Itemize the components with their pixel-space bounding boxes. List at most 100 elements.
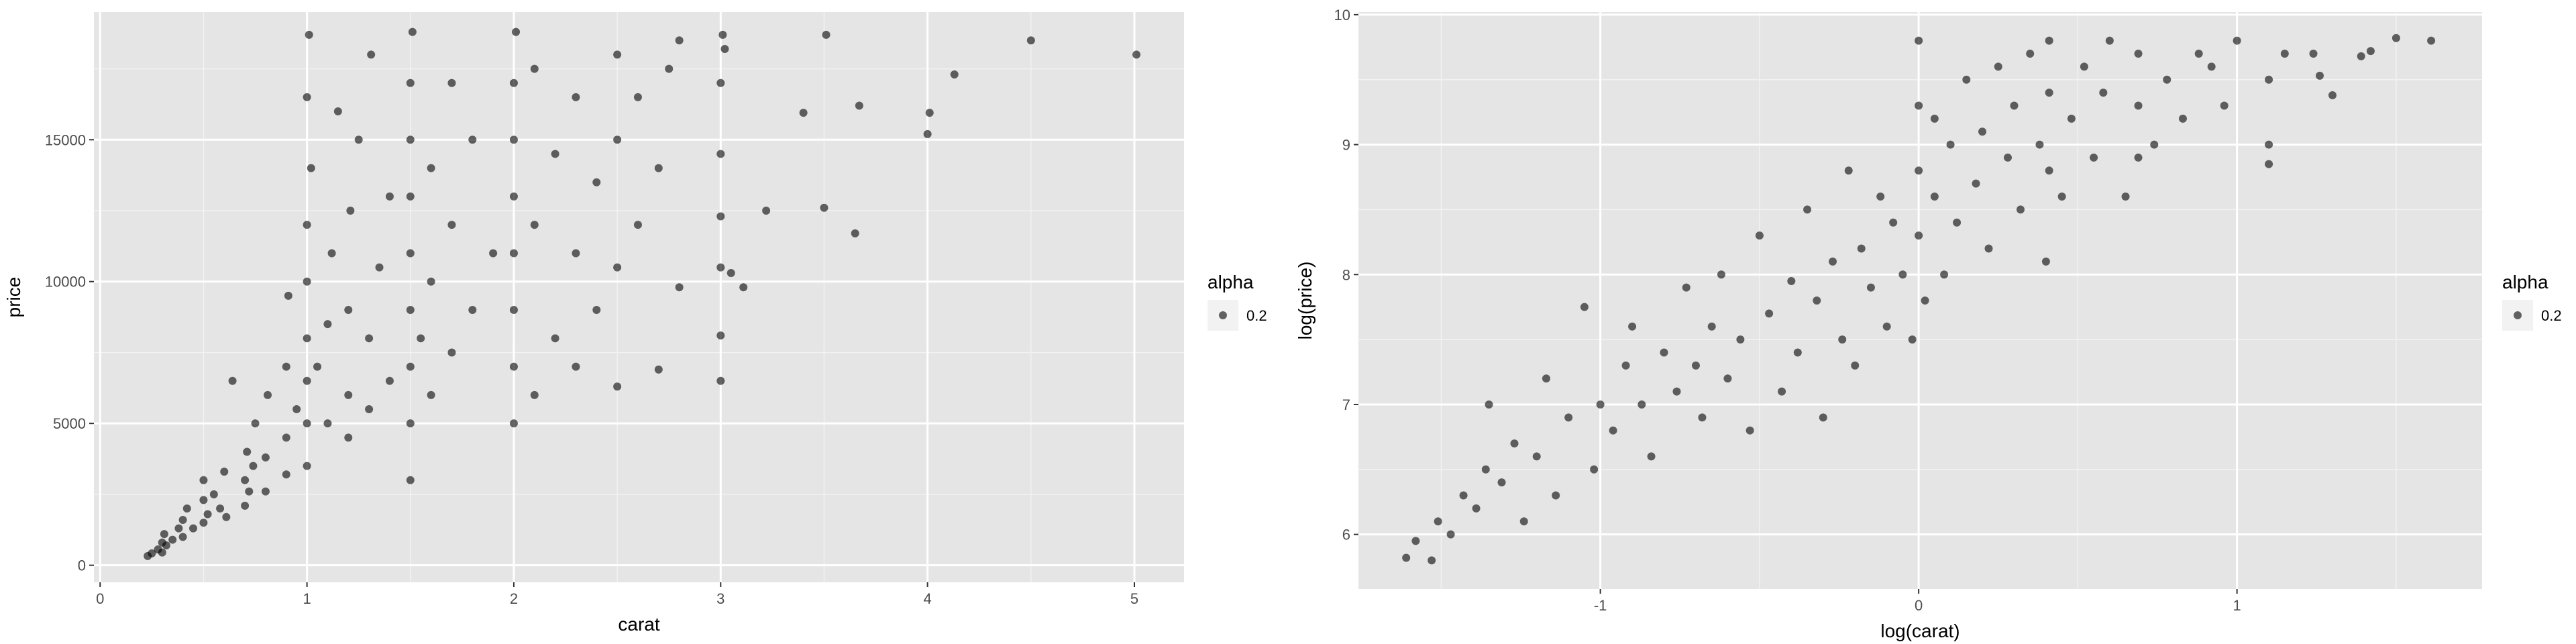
x-tick-label: 0 (96, 590, 104, 607)
data-point (1446, 530, 1455, 539)
data-point (551, 334, 559, 343)
data-point (1787, 276, 1796, 285)
data-point (1552, 491, 1560, 500)
data-point (406, 78, 415, 87)
x-tick-label: -1 (1594, 597, 1607, 614)
data-point (1402, 553, 1411, 562)
y-tick-label: 5000 (53, 415, 86, 432)
data-point (1915, 101, 1923, 110)
y-tick-label: 9 (1342, 137, 1350, 154)
data-point (406, 136, 415, 144)
data-point (2121, 193, 2130, 201)
data-point (1940, 270, 1949, 279)
data-point (385, 192, 394, 201)
data-point (1609, 426, 1617, 435)
data-point (2003, 153, 2012, 162)
data-point (264, 390, 272, 399)
data-point (1132, 50, 1141, 59)
legend-key-point (1219, 311, 1227, 319)
data-point (675, 283, 684, 292)
data-point (1497, 478, 1506, 487)
data-point (716, 78, 725, 87)
data-point (572, 362, 580, 371)
chart-1: 0 1 2 3 4 5 0 5000 10000 15000 carat price alpha 0.2 (3, 12, 1267, 635)
data-point (199, 476, 208, 484)
data-point (665, 64, 674, 73)
data-point (303, 419, 311, 428)
data-point (216, 504, 225, 513)
data-point (2309, 49, 2318, 58)
data-point (1428, 556, 1436, 565)
legend-label: 0.2 (2541, 307, 2562, 324)
data-point (1510, 439, 1519, 448)
data-point (2178, 114, 2187, 123)
data-point (178, 533, 187, 541)
data-point (1946, 140, 1955, 149)
data-point (303, 221, 311, 229)
y-tick-label: 15000 (45, 131, 86, 148)
data-point (222, 513, 231, 521)
data-point (168, 535, 177, 544)
data-point (2045, 89, 2053, 97)
data-point (1866, 283, 1875, 292)
data-point (1882, 322, 1891, 331)
data-point (1542, 374, 1550, 383)
data-point (2265, 140, 2273, 149)
data-point (2150, 140, 2159, 149)
data-point (182, 504, 191, 513)
data-point (855, 101, 863, 110)
data-point (220, 468, 229, 476)
data-point (1532, 452, 1541, 461)
data-point (2045, 166, 2053, 175)
data-point (305, 30, 313, 39)
data-point (327, 249, 336, 258)
data-point (716, 150, 725, 158)
data-point (284, 291, 292, 300)
data-point (2134, 101, 2143, 110)
data-point (303, 277, 311, 286)
plot-panel (1358, 12, 2482, 589)
data-point (427, 164, 435, 172)
data-point (2067, 114, 2076, 123)
data-point (509, 192, 518, 201)
data-point (251, 419, 260, 428)
data-point (1876, 193, 1885, 201)
data-point (367, 50, 376, 59)
data-point (1915, 166, 1923, 175)
data-point (174, 524, 183, 533)
data-point (1736, 335, 1745, 344)
data-point (162, 541, 170, 550)
data-point (2220, 101, 2229, 110)
legend: alpha 0.2 (1208, 272, 1267, 331)
data-point (950, 70, 959, 79)
data-point (925, 109, 934, 117)
data-point (203, 510, 212, 519)
data-point (1857, 244, 1866, 253)
data-point (427, 390, 435, 399)
data-point (1889, 218, 1898, 227)
data-point (509, 78, 518, 87)
data-point (2026, 49, 2035, 58)
x-axis-title: carat (618, 614, 659, 635)
data-point (1838, 335, 1847, 344)
data-point (739, 283, 748, 292)
data-point (2090, 153, 2098, 162)
data-point (551, 150, 559, 158)
data-point (447, 221, 456, 229)
data-point (344, 306, 353, 315)
data-point (417, 334, 425, 343)
legend-title: alpha (2502, 272, 2548, 292)
data-point (1485, 400, 1493, 409)
data-point (592, 306, 601, 315)
data-point (261, 487, 270, 496)
data-point (303, 462, 311, 470)
data-point (1638, 400, 1646, 409)
data-point (243, 447, 252, 456)
data-point (313, 362, 322, 371)
data-point (1844, 166, 1853, 175)
data-point (654, 164, 663, 172)
data-point (282, 470, 290, 479)
legend-title: alpha (1208, 272, 1254, 292)
data-point (509, 362, 518, 371)
data-point (762, 207, 771, 215)
